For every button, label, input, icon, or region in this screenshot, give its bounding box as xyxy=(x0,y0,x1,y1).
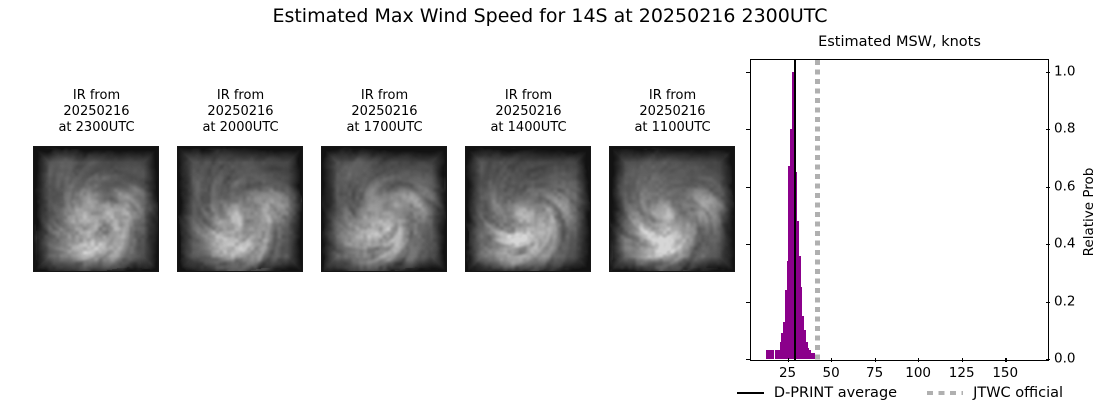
x-tick xyxy=(831,358,833,362)
ir-image-2000utc xyxy=(177,146,303,272)
histogram-plot: 25 50 75 100 125 150 0.0 0.2 0.4 0.6 0.8 1.0 xyxy=(745,59,1075,381)
ir-label-line: IR from xyxy=(72,88,121,103)
ir-image-1700utc xyxy=(321,146,447,272)
histogram-bar xyxy=(783,321,785,359)
x-tick xyxy=(1005,358,1007,362)
histogram-bar xyxy=(809,350,812,359)
histogram-bar xyxy=(791,71,794,359)
y-axis-label: Relative Prob xyxy=(1081,167,1097,257)
histogram-bar xyxy=(807,347,810,359)
histogram-bar xyxy=(805,341,808,359)
y-tick xyxy=(1045,359,1050,361)
jtwc-dotted-sample xyxy=(927,390,964,396)
histogram-bar xyxy=(769,350,772,359)
histogram-bar xyxy=(798,255,801,359)
x-tick-label: 100 xyxy=(905,365,932,381)
ir-panel-label-1700utc: IR from 20250216 at 1700UTC xyxy=(321,88,448,136)
ir-label-line: 20250216 xyxy=(639,104,706,119)
histogram-bar xyxy=(779,341,782,359)
x-tick xyxy=(787,358,789,362)
y-tick xyxy=(745,359,750,361)
x-tick xyxy=(874,358,876,362)
histogram-title: Estimated MSW, knots xyxy=(818,34,981,50)
x-tick xyxy=(961,358,963,362)
histogram-bar xyxy=(777,350,780,359)
ir-label-line: at 1400UTC xyxy=(490,120,567,135)
ir-image-1100utc xyxy=(609,146,735,272)
histogram-bar xyxy=(765,350,768,359)
y-tick xyxy=(745,301,750,303)
dprint-average-line xyxy=(793,60,796,360)
ir-label-line: at 2300UTC xyxy=(58,120,135,135)
ir-panel-label-1100utc: IR from 20250216 at 1100UTC xyxy=(609,88,736,136)
jtwc-official-line xyxy=(815,60,820,360)
dprint-line-sample xyxy=(736,392,764,394)
y-tick-label: 1.0 xyxy=(1054,63,1076,80)
legend-label-dprint: D-PRINT average xyxy=(773,385,898,401)
histogram-bar xyxy=(772,350,775,359)
ir-label-line: IR from xyxy=(360,88,409,103)
histogram-bar xyxy=(781,333,784,359)
histogram-bar xyxy=(784,290,787,359)
y-tick xyxy=(1045,301,1050,303)
ir-label-line: 20250216 xyxy=(63,104,130,119)
histogram-bar xyxy=(797,221,799,359)
y-tick xyxy=(745,129,750,131)
x-tick-label: 150 xyxy=(992,365,1019,381)
y-tick xyxy=(745,186,750,188)
x-tick-label: 25 xyxy=(778,365,797,381)
figure-title: Estimated Max Wind Speed for 14S at 2025… xyxy=(272,5,828,27)
ir-label-line: IR from xyxy=(504,88,553,103)
y-tick xyxy=(745,71,750,73)
histogram-bar xyxy=(767,350,770,359)
ir-label-line: at 1100UTC xyxy=(634,120,711,135)
ir-label-line: IR from xyxy=(216,88,265,103)
histogram-bar xyxy=(774,350,777,359)
y-tick-label: 0.6 xyxy=(1054,178,1076,195)
histogram-bar xyxy=(795,172,798,359)
x-tick-label: 50 xyxy=(822,365,840,381)
histogram-bar xyxy=(776,350,778,359)
y-tick-label: 0.0 xyxy=(1054,350,1076,367)
histogram-bar xyxy=(802,315,805,359)
ir-image-2300utc xyxy=(33,146,159,272)
y-tick xyxy=(1045,71,1050,73)
ir-panel-label-1400utc: IR from 20250216 at 1400UTC xyxy=(465,88,592,136)
ir-image-1400utc xyxy=(465,146,591,272)
y-tick xyxy=(1045,129,1050,131)
x-tick-label: 125 xyxy=(948,365,975,381)
x-tick xyxy=(918,358,920,362)
y-tick-label: 0.2 xyxy=(1054,293,1076,310)
histogram-bar xyxy=(804,330,806,359)
histogram-bar xyxy=(812,353,815,359)
histogram-bar xyxy=(771,350,773,359)
ir-panel-label-2300utc: IR from 20250216 at 2300UTC xyxy=(33,88,160,136)
histogram-bar xyxy=(790,129,792,359)
ir-label-line: 20250216 xyxy=(351,104,418,119)
y-tick-label: 0.4 xyxy=(1054,235,1076,252)
chart-legend: D-PRINT average JTWC official xyxy=(700,385,1100,401)
legend-item-jtwc: JTWC official xyxy=(927,385,1063,401)
histogram-bar xyxy=(786,261,789,359)
histogram-bar xyxy=(811,353,813,359)
y-tick xyxy=(745,244,750,246)
ir-label-line: at 1700UTC xyxy=(346,120,423,135)
ir-label-line: 20250216 xyxy=(495,104,562,119)
ir-label-line: IR from xyxy=(648,88,697,103)
histogram-bar xyxy=(800,287,803,359)
legend-item-dprint: D-PRINT average xyxy=(736,385,898,401)
y-tick-label: 0.8 xyxy=(1054,120,1076,137)
legend-label-jtwc: JTWC official xyxy=(973,385,1064,401)
ir-label-line: 20250216 xyxy=(207,104,274,119)
ir-label-line: at 2000UTC xyxy=(202,120,279,135)
histogram-bar xyxy=(788,166,791,359)
y-tick xyxy=(1045,186,1050,188)
x-tick-label: 75 xyxy=(866,365,884,381)
y-tick xyxy=(1045,244,1050,246)
ir-panel-label-2000utc: IR from 20250216 at 2000UTC xyxy=(177,88,304,136)
